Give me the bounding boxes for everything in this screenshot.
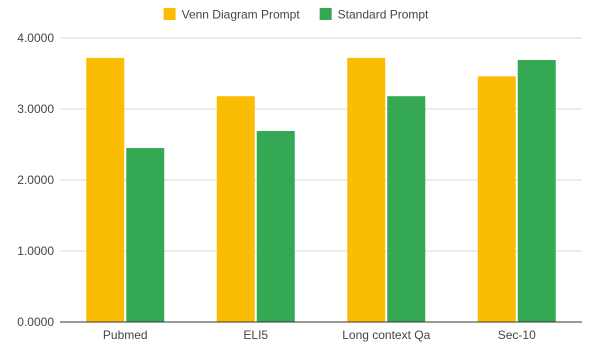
x-tick-label: Pubmed [103,328,148,342]
legend-label: Standard Prompt [338,8,429,22]
y-tick-label: 0.0000 [17,315,54,329]
x-tick-label: Long context Qa [342,328,430,342]
legend-item: Standard Prompt [319,8,429,22]
y-tick-label: 1.0000 [17,244,54,258]
bars [86,57,556,322]
legend-item: Venn Diagram Prompt [163,8,301,22]
x-tick-label: Sec-10 [498,328,536,342]
y-tick-label: 4.0000 [17,31,54,45]
bar-sec-10-series-2 [517,60,556,322]
y-tick-label: 2.0000 [17,173,54,187]
x-tick-label: ELI5 [243,328,268,342]
bar-pubmed-series-2 [126,148,165,322]
bar-eli5-series-2 [256,131,295,322]
bar-eli5-series-1 [216,96,255,322]
y-axis-ticks: 0.0000 1.0000 2.0000 3.0000 4.0000 [17,31,54,329]
legend-swatch [319,8,332,20]
bar-long-context-qa-series-2 [387,96,426,322]
bar-long-context-qa-series-1 [347,57,386,322]
x-axis-ticks: Pubmed ELI5 Long context Qa Sec-10 [103,328,536,342]
legend-swatch [163,8,176,20]
y-tick-label: 3.0000 [17,102,54,116]
bar-sec-10-series-1 [477,76,516,322]
legend: Venn Diagram Prompt Standard Prompt [163,8,429,22]
bar-pubmed-series-1 [86,57,125,322]
legend-label: Venn Diagram Prompt [182,8,301,22]
